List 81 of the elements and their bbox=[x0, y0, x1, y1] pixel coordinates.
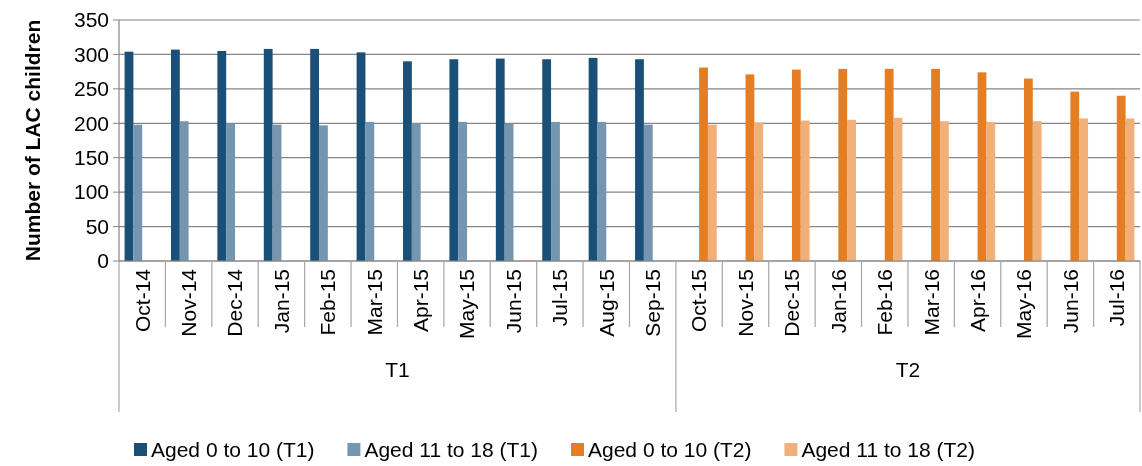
bar bbox=[635, 59, 644, 261]
y-tick-label: 200 bbox=[73, 111, 109, 135]
bar bbox=[847, 119, 856, 261]
x-tick-label: Jun-15 bbox=[501, 269, 525, 334]
bar bbox=[1079, 118, 1089, 261]
y-tick-label: 350 bbox=[73, 8, 109, 32]
x-tick-label: May-16 bbox=[1012, 269, 1036, 340]
bar bbox=[411, 123, 421, 261]
bar bbox=[504, 123, 514, 261]
legend-label: Aged 0 to 10 (T1) bbox=[151, 438, 315, 462]
bar bbox=[1125, 118, 1135, 261]
bar bbox=[977, 72, 987, 261]
bar bbox=[838, 68, 848, 261]
bar bbox=[542, 59, 552, 261]
bar bbox=[884, 68, 894, 261]
x-tick-label: Oct-14 bbox=[130, 268, 154, 333]
bar bbox=[800, 120, 810, 261]
bar bbox=[597, 121, 607, 261]
bar bbox=[179, 121, 189, 261]
y-tick-label: 100 bbox=[73, 180, 109, 204]
bar bbox=[403, 61, 412, 261]
x-tick-label: Aug-15 bbox=[594, 269, 618, 337]
legend-label: Aged 0 to 10 (T2) bbox=[588, 438, 752, 462]
bar bbox=[745, 74, 755, 261]
bar bbox=[319, 125, 328, 261]
bar bbox=[939, 121, 949, 261]
bar bbox=[449, 59, 459, 261]
x-tick-label: May-15 bbox=[455, 269, 479, 340]
bar bbox=[495, 58, 505, 261]
y-axis-title: Number of LAC children bbox=[21, 19, 44, 262]
y-tick-label: 300 bbox=[73, 42, 109, 66]
bar bbox=[754, 122, 764, 261]
x-tick-label: Sep-15 bbox=[641, 269, 665, 337]
bar bbox=[986, 121, 996, 261]
bar bbox=[133, 124, 143, 261]
bar bbox=[699, 67, 708, 261]
text: T2 bbox=[895, 358, 921, 381]
x-tick-label: Feb-15 bbox=[316, 269, 340, 336]
x-tick-label: Apr-16 bbox=[965, 269, 989, 333]
x-tick-label: Jul-15 bbox=[548, 269, 572, 327]
x-tick-label: Jul-16 bbox=[1105, 269, 1129, 327]
y-tick-label: 250 bbox=[73, 77, 109, 101]
bar bbox=[226, 123, 236, 261]
bar bbox=[217, 50, 227, 261]
x-tick-label: Nov-15 bbox=[733, 269, 757, 337]
bar bbox=[1032, 121, 1042, 261]
x-tick-label: Nov-14 bbox=[176, 268, 200, 337]
x-tick-label: Jan-16 bbox=[826, 269, 850, 334]
x-tick-label: Dec-14 bbox=[223, 268, 247, 337]
bar bbox=[263, 48, 273, 261]
bar bbox=[310, 48, 320, 261]
bar bbox=[272, 124, 282, 261]
x-tick-label: Apr-15 bbox=[409, 269, 433, 333]
x-tick-label: Jun-16 bbox=[1058, 269, 1082, 334]
bar bbox=[931, 68, 940, 261]
bar bbox=[643, 124, 653, 261]
y-tick-label: 0 bbox=[97, 249, 109, 273]
bar bbox=[707, 124, 717, 261]
bar bbox=[1070, 91, 1080, 261]
bar bbox=[791, 69, 801, 261]
bar bbox=[588, 57, 598, 261]
bar bbox=[1023, 78, 1033, 261]
text: T1 bbox=[385, 358, 410, 381]
legend-label: Aged 11 to 18 (T2) bbox=[801, 438, 975, 462]
bar bbox=[458, 121, 468, 261]
bar bbox=[124, 51, 134, 261]
bar bbox=[551, 121, 560, 261]
bar bbox=[170, 49, 180, 261]
bar bbox=[893, 117, 903, 261]
y-tick-label: 50 bbox=[85, 214, 109, 238]
legend-label: Aged 11 to 18 (T1) bbox=[364, 438, 538, 462]
bar bbox=[365, 121, 375, 261]
x-tick-label: Dec-15 bbox=[780, 269, 804, 337]
bar bbox=[356, 52, 366, 261]
x-tick-label: Jan-15 bbox=[269, 269, 293, 334]
x-tick-label: Mar-15 bbox=[362, 269, 386, 336]
x-tick-label: Feb-16 bbox=[873, 269, 897, 336]
x-tick-label: Mar-16 bbox=[919, 269, 943, 336]
x-tick-label: Oct-15 bbox=[687, 269, 711, 333]
bar bbox=[1116, 95, 1126, 261]
y-tick-label: 150 bbox=[73, 146, 109, 170]
